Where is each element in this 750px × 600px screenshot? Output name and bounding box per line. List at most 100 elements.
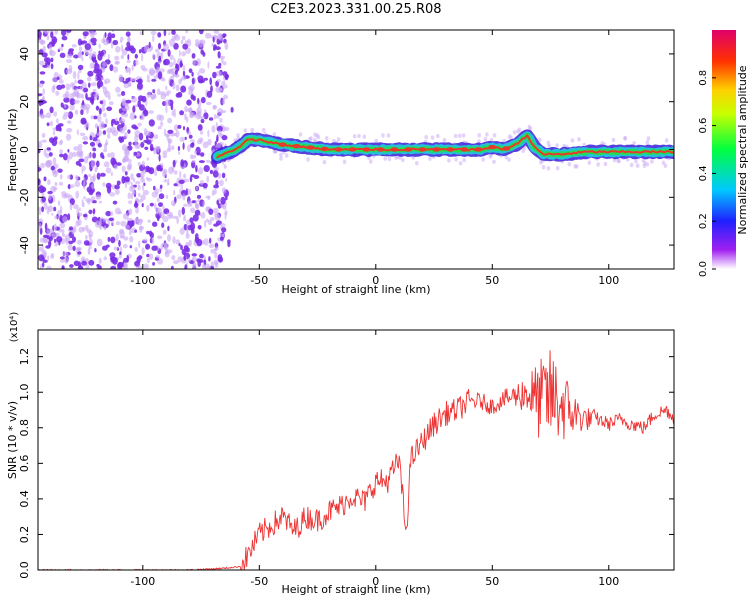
noise-dot bbox=[102, 218, 109, 222]
noise-dot bbox=[78, 163, 82, 167]
noise-dot bbox=[109, 64, 114, 72]
noise-dot bbox=[46, 227, 49, 236]
noise-dot bbox=[170, 103, 174, 111]
noise-dot bbox=[123, 236, 129, 241]
noise-dot bbox=[137, 192, 141, 197]
noise-dot bbox=[179, 110, 185, 116]
colorbar: 0.0 0.2 0.4 0.6 0.8 Normalized spectral ampl… bbox=[698, 30, 749, 277]
noise-dot bbox=[42, 45, 46, 53]
noise-dot bbox=[156, 197, 160, 203]
noise-dot bbox=[200, 212, 206, 219]
noise-dot bbox=[102, 130, 107, 135]
noise-dot bbox=[184, 40, 189, 44]
noise-dot bbox=[109, 152, 115, 159]
noise-dot bbox=[219, 117, 223, 123]
noise-dot bbox=[213, 207, 219, 214]
noise-dot bbox=[175, 84, 180, 92]
noise-dot bbox=[145, 243, 151, 250]
noise-dot bbox=[96, 160, 100, 168]
noise-dot bbox=[164, 99, 171, 107]
noise-dot bbox=[216, 114, 220, 119]
noise-dot bbox=[191, 53, 196, 59]
halo-dot bbox=[442, 137, 447, 143]
noise-dot bbox=[126, 37, 131, 43]
noise-dot bbox=[157, 235, 163, 240]
noise-dot bbox=[77, 143, 83, 150]
noise-dot bbox=[69, 104, 75, 111]
noise-dot bbox=[127, 192, 132, 199]
noise-dot bbox=[173, 183, 178, 187]
noise-dot bbox=[118, 239, 121, 247]
colorbar-tick-label: 0.6 bbox=[698, 118, 709, 134]
noise-dot bbox=[76, 212, 83, 217]
noise-dot bbox=[118, 74, 124, 82]
noise-dot bbox=[218, 198, 222, 202]
noise-dot bbox=[152, 53, 156, 60]
noise-dot bbox=[57, 200, 61, 206]
noise-dot bbox=[213, 30, 220, 34]
noise-dot bbox=[90, 37, 97, 44]
noise-dot bbox=[53, 111, 58, 117]
noise-dot bbox=[112, 118, 116, 123]
noise-dot bbox=[156, 164, 162, 172]
noise-dot bbox=[163, 179, 168, 183]
noise-dot bbox=[134, 217, 141, 225]
noise-dot bbox=[126, 60, 131, 64]
halo-dot bbox=[477, 133, 482, 138]
noise-dot bbox=[224, 42, 229, 50]
noise-dot bbox=[163, 58, 170, 66]
noise-dot bbox=[183, 126, 185, 131]
noise-dot bbox=[77, 51, 82, 58]
noise-dot bbox=[195, 165, 198, 173]
halo-dot bbox=[570, 138, 575, 143]
noise-dot bbox=[178, 50, 181, 58]
halo-dot bbox=[629, 162, 634, 168]
noise-dot bbox=[133, 126, 139, 130]
noise-dot bbox=[167, 225, 170, 232]
noise-dot bbox=[88, 173, 91, 178]
noise-dot bbox=[182, 70, 186, 77]
noise-dot bbox=[103, 39, 109, 46]
noise-dot bbox=[182, 43, 189, 50]
snr-panel: -100 -50 0 50 100 0.0 0.2 0.4 0.6 0.8 1.0 1.2 Heigh… bbox=[6, 312, 675, 596]
noise-dot bbox=[45, 153, 50, 159]
noise-dot bbox=[94, 167, 98, 173]
noise-dot bbox=[169, 54, 174, 61]
halo-dot bbox=[507, 157, 511, 162]
noise-dot bbox=[137, 99, 141, 108]
noise-dot bbox=[53, 223, 57, 232]
noise-dot bbox=[89, 62, 95, 69]
y-tick-label: 0.0 bbox=[18, 561, 31, 579]
noise-dot bbox=[125, 31, 131, 37]
noise-dot bbox=[63, 112, 70, 117]
noise-dot bbox=[38, 210, 42, 216]
noise-dot bbox=[119, 251, 122, 255]
noise-dot bbox=[173, 260, 179, 265]
noise-dot bbox=[77, 64, 84, 71]
noise-dot bbox=[74, 109, 79, 115]
noise-dot bbox=[110, 265, 117, 269]
noise-dot bbox=[156, 213, 160, 222]
noise-dot bbox=[58, 47, 64, 51]
noise-dot bbox=[179, 60, 183, 68]
noise-dot bbox=[61, 266, 65, 269]
noise-dot bbox=[88, 209, 93, 215]
noise-dot bbox=[49, 50, 56, 57]
halo-dot bbox=[352, 134, 357, 139]
halo-dot bbox=[383, 156, 388, 161]
noise-dot bbox=[70, 82, 76, 88]
noise-dot bbox=[103, 225, 107, 231]
noise-dot bbox=[202, 263, 206, 269]
noise-dot bbox=[167, 138, 171, 146]
noise-dot bbox=[153, 148, 158, 155]
noise-dot bbox=[121, 136, 125, 143]
noise-dot bbox=[93, 173, 96, 182]
halo-dot bbox=[462, 157, 467, 163]
halo-dot bbox=[436, 133, 440, 139]
noise-dot bbox=[135, 206, 139, 214]
halo-dot bbox=[387, 156, 392, 162]
noise-dot bbox=[213, 44, 217, 50]
noise-dot bbox=[102, 84, 105, 90]
noise-dot bbox=[221, 227, 227, 233]
noise-dot bbox=[208, 117, 214, 121]
